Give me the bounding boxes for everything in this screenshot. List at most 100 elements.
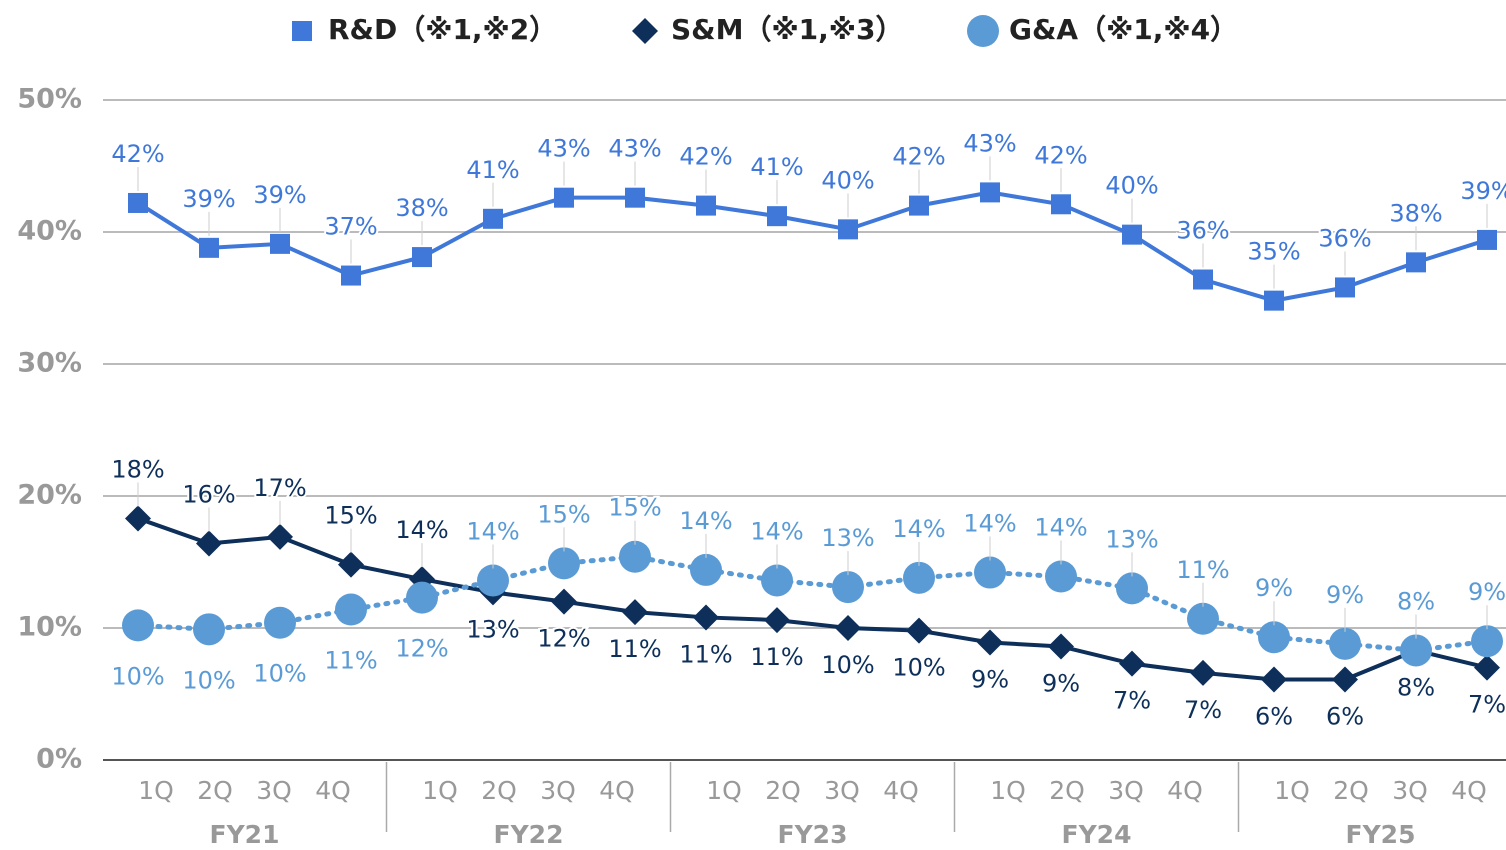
x-tick-label: 2Q	[197, 776, 233, 805]
data-label: 40%	[1105, 172, 1158, 200]
data-point	[1122, 224, 1142, 245]
data-label: 43%	[537, 135, 590, 163]
data-point	[619, 540, 651, 573]
data-point	[335, 593, 367, 626]
data-point	[832, 571, 864, 604]
legend-marker	[632, 18, 658, 44]
data-point	[193, 613, 225, 646]
data-label: 15%	[608, 494, 661, 522]
x-tick-label: 1Q	[706, 776, 742, 805]
x-tick-label: 4Q	[599, 776, 635, 805]
data-point	[1190, 659, 1216, 686]
data-label: 43%	[963, 129, 1016, 157]
data-label: 10%	[253, 660, 306, 688]
x-tick-label: 2Q	[481, 776, 517, 805]
legend-marker	[967, 15, 999, 47]
data-label: 15%	[537, 500, 590, 528]
group-label: FY25	[1346, 820, 1416, 849]
data-label: 35%	[1247, 238, 1300, 266]
data-point	[196, 530, 222, 557]
legend-label: R&D（※1,※2）	[328, 13, 557, 46]
data-point	[1187, 602, 1219, 635]
data-point	[554, 187, 574, 208]
data-point	[761, 564, 793, 597]
data-point	[1051, 194, 1071, 215]
data-point	[1474, 654, 1500, 681]
x-tick-label: 4Q	[1451, 776, 1487, 805]
data-point	[903, 561, 935, 594]
data-label: 18%	[111, 455, 164, 483]
x-tick-label: 4Q	[883, 776, 919, 805]
data-point	[122, 609, 154, 642]
data-point	[1258, 621, 1290, 654]
data-point	[341, 265, 361, 286]
data-label: 16%	[182, 481, 235, 509]
data-point	[1116, 572, 1148, 605]
data-label: 42%	[1034, 141, 1087, 169]
y-tick-label: 0%	[36, 744, 82, 775]
data-label: 41%	[750, 153, 803, 181]
data-point	[1471, 625, 1503, 658]
data-label: 8%	[1397, 673, 1435, 701]
data-point	[1400, 634, 1432, 667]
data-label: 42%	[892, 143, 945, 171]
data-point	[551, 588, 577, 615]
data-label: 38%	[1389, 199, 1442, 227]
data-point	[974, 556, 1006, 589]
data-label: 9%	[1255, 574, 1293, 602]
y-tick-label: 30%	[17, 348, 82, 379]
data-label: 40%	[821, 166, 874, 194]
data-point	[412, 247, 432, 268]
data-label: 17%	[253, 474, 306, 502]
data-label: 42%	[111, 140, 164, 168]
x-tick-label: 1Q	[1274, 776, 1310, 805]
data-label: 39%	[182, 185, 235, 213]
data-point	[125, 505, 151, 532]
data-label: 10%	[892, 654, 945, 682]
data-point	[980, 182, 1000, 203]
data-point	[764, 607, 790, 634]
data-point	[1332, 666, 1358, 693]
data-label: 12%	[537, 625, 590, 653]
group-label: FY23	[778, 820, 848, 849]
data-point	[909, 195, 929, 216]
data-point	[270, 233, 290, 254]
data-point	[264, 606, 296, 639]
data-label: 14%	[466, 517, 519, 545]
data-label: 11%	[750, 643, 803, 671]
x-tick-label: 3Q	[256, 776, 292, 805]
data-point	[406, 581, 438, 614]
data-label: 13%	[821, 524, 874, 552]
data-point	[1264, 290, 1284, 311]
data-point	[1406, 252, 1426, 273]
data-label: 6%	[1326, 702, 1364, 730]
data-point	[267, 523, 293, 550]
data-label: 10%	[821, 651, 874, 679]
data-point	[977, 629, 1003, 656]
data-label: 41%	[466, 156, 519, 184]
data-point	[767, 206, 787, 227]
data-label: 11%	[1176, 556, 1229, 584]
x-tick-label: 1Q	[422, 776, 458, 805]
data-label: 7%	[1468, 691, 1506, 719]
x-tick-label: 2Q	[765, 776, 801, 805]
x-tick-label: 2Q	[1049, 776, 1085, 805]
data-point	[1477, 229, 1497, 250]
data-label: 11%	[324, 647, 377, 675]
data-point	[622, 599, 648, 626]
data-point	[1045, 560, 1077, 593]
data-point	[338, 551, 364, 578]
series-line	[136, 190, 1489, 303]
data-point	[1193, 269, 1213, 290]
data-label: 36%	[1176, 217, 1229, 245]
data-point	[1261, 666, 1287, 693]
data-label: 9%	[1468, 578, 1506, 606]
y-tick-label: 40%	[17, 216, 82, 247]
data-label: 42%	[679, 143, 732, 171]
data-label: 43%	[608, 135, 661, 163]
data-point	[548, 547, 580, 580]
data-label: 6%	[1255, 702, 1293, 730]
legend-label: S&M（※1,※3）	[671, 13, 904, 46]
data-point	[690, 553, 722, 586]
